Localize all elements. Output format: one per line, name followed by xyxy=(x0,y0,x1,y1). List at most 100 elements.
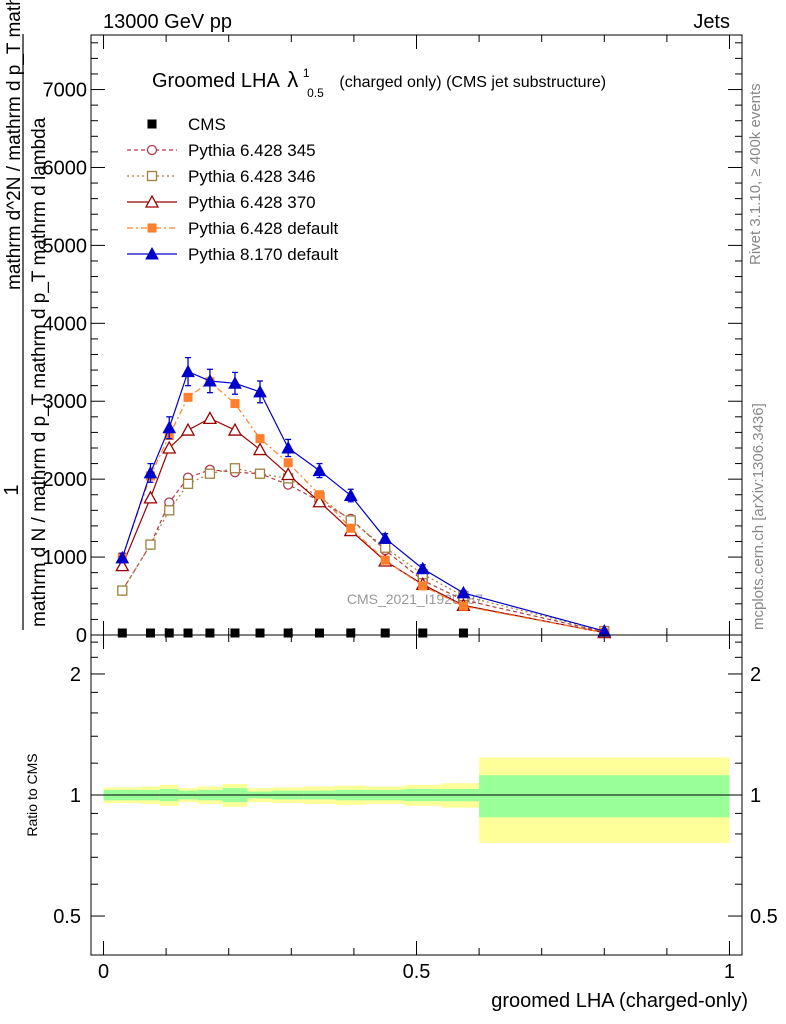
header-left: 13000 GeV pp xyxy=(103,11,232,33)
y-tick-label: 4000 xyxy=(43,313,88,335)
y-tick-label: 7000 xyxy=(43,80,88,102)
data-point xyxy=(183,392,193,402)
series-3 xyxy=(115,411,612,639)
data-point xyxy=(229,463,241,474)
data-point xyxy=(164,628,174,638)
data-point xyxy=(145,539,156,550)
data-point xyxy=(162,420,177,434)
data-point xyxy=(181,364,195,378)
data-point xyxy=(283,458,293,468)
legend-item: Pythia 6.428 345 xyxy=(127,141,316,160)
data-point xyxy=(380,555,390,565)
legend-label: Pythia 6.428 370 xyxy=(188,193,316,212)
title-sup: 1 xyxy=(303,66,310,80)
data-point xyxy=(143,490,158,504)
data-point xyxy=(252,442,268,456)
y-tick-label: 6000 xyxy=(43,157,88,179)
ratio-y-tick-label: 1 xyxy=(70,785,81,807)
data-point xyxy=(458,628,468,638)
data-point xyxy=(283,628,293,638)
legend-marker xyxy=(145,246,159,260)
y-tick-label: 0 xyxy=(76,625,87,647)
data-point xyxy=(312,463,327,477)
data-point xyxy=(380,628,390,638)
y-label-denominator: mathrm d N / mathrm d p_T mathrm d p_T m… xyxy=(29,117,50,627)
ratio-y-tick-label-right: 2 xyxy=(750,664,761,686)
series-line xyxy=(121,370,605,632)
data-point xyxy=(205,628,215,638)
series-line xyxy=(121,380,605,634)
series-line xyxy=(121,467,605,632)
legend-label: Pythia 8.170 default xyxy=(188,245,339,264)
ratio-y-label: Ratio to CMS xyxy=(24,753,40,836)
data-point xyxy=(346,628,356,638)
data-point xyxy=(183,628,193,638)
data-point xyxy=(145,628,155,638)
legend-item: CMS xyxy=(147,115,226,134)
series-line xyxy=(121,417,605,634)
series-5 xyxy=(115,356,612,637)
legend-marker xyxy=(146,170,158,182)
data-point xyxy=(255,434,265,444)
data-point xyxy=(415,561,430,575)
legend-label: Pythia 6.428 346 xyxy=(188,167,316,186)
series-2 xyxy=(117,463,610,637)
data-point xyxy=(253,384,267,398)
series-1 xyxy=(117,464,610,638)
data-point xyxy=(380,542,391,553)
x-tick-label: 1 xyxy=(724,961,735,983)
series-0 xyxy=(117,628,609,638)
data-point xyxy=(203,373,217,387)
data-point xyxy=(343,488,358,502)
data-point xyxy=(230,399,240,409)
data-point xyxy=(204,468,216,479)
y-tick-label: 2000 xyxy=(43,469,88,491)
y-tick-label: 1000 xyxy=(43,547,88,569)
series-layer xyxy=(115,356,612,639)
data-point xyxy=(162,440,177,454)
data-point xyxy=(202,411,218,425)
legend-label: Pythia 6.428 345 xyxy=(188,141,316,160)
title-symbol: λ xyxy=(287,67,298,92)
ratio-panel: 0.5 0.5 1 1 2 2 0 0.5 1 Ratio to CMS groomed LHA… xyxy=(24,634,778,1012)
legend-item: Pythia 8.170 default xyxy=(127,245,339,264)
legend-item: Pythia 6.428 370 xyxy=(127,193,316,212)
y-label-numerator: mathrm d^2N / mathrm d p_T mathrm d lamb… xyxy=(4,0,25,290)
mcplots-label: mcplots.cern.ch [arXiv:1306.3436] xyxy=(750,403,767,630)
legend-item: Pythia 6.428 346 xyxy=(127,167,316,186)
x-tick-label: 0 xyxy=(98,961,109,983)
header-right: Jets xyxy=(693,11,730,33)
data-point xyxy=(180,422,196,436)
ratio-y-tick-label-right: 1 xyxy=(750,785,761,807)
data-point xyxy=(164,505,175,516)
data-point xyxy=(115,558,130,572)
title-sub: 0.5 xyxy=(307,86,324,100)
title-main: Groomed LHA xyxy=(152,70,280,92)
data-point xyxy=(418,581,428,591)
y-tick-label: 3000 xyxy=(43,391,88,413)
legend-marker xyxy=(147,223,157,233)
data-point xyxy=(254,468,266,479)
legend-marker xyxy=(144,194,160,208)
main-panel: 0 1000 2000 3000 4000 5000 6000 7000 Groomed LH… xyxy=(1,0,743,647)
data-point xyxy=(456,585,471,599)
legend-item: Pythia 6.428 default xyxy=(127,219,339,238)
data-point xyxy=(418,628,428,638)
data-point xyxy=(312,494,327,508)
data-point xyxy=(346,523,356,533)
legend-marker xyxy=(146,144,158,156)
ratio-y-tick-label: 0.5 xyxy=(53,906,81,928)
watermark: CMS_2021_I1920187 xyxy=(347,591,483,607)
data-point xyxy=(227,422,243,436)
ratio-y-tick-label: 2 xyxy=(70,664,81,686)
ratio-y-tick-label-right: 0.5 xyxy=(750,906,778,928)
rivet-label: Rivet 3.1.10, ≥ 400k events xyxy=(747,83,764,265)
data-point xyxy=(228,376,242,389)
legend-label: CMS xyxy=(188,115,226,134)
legend-label: Pythia 6.428 default xyxy=(188,219,339,238)
data-point xyxy=(314,490,324,500)
data-point xyxy=(378,531,393,544)
data-point xyxy=(281,467,296,481)
data-point xyxy=(458,601,468,611)
